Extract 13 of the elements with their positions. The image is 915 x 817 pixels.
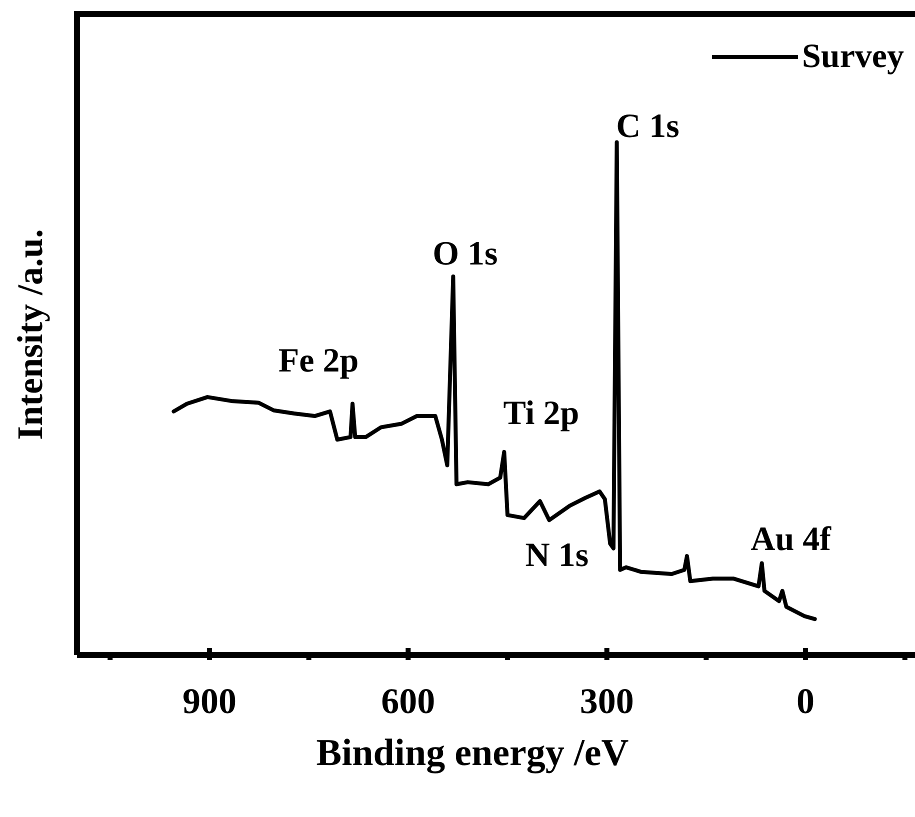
- x-tick-label: 900: [182, 681, 236, 721]
- x-tick-label: 0: [796, 681, 815, 721]
- annotation: O 1s: [432, 236, 498, 273]
- annotation: N 1s: [525, 537, 589, 574]
- annotation: Fe 2p: [278, 342, 359, 380]
- x-tick-label: 600: [381, 681, 436, 721]
- annotation: Ti 2p: [503, 394, 580, 432]
- x-axis-title: Binding energy /eV: [316, 732, 630, 774]
- y-axis-title: Intensity /a.u.: [10, 228, 50, 440]
- legend-label: Survey: [802, 38, 904, 76]
- annotation: Au 4f: [750, 521, 832, 558]
- annotation: C 1s: [616, 108, 680, 146]
- x-tick-label: 300: [580, 681, 634, 721]
